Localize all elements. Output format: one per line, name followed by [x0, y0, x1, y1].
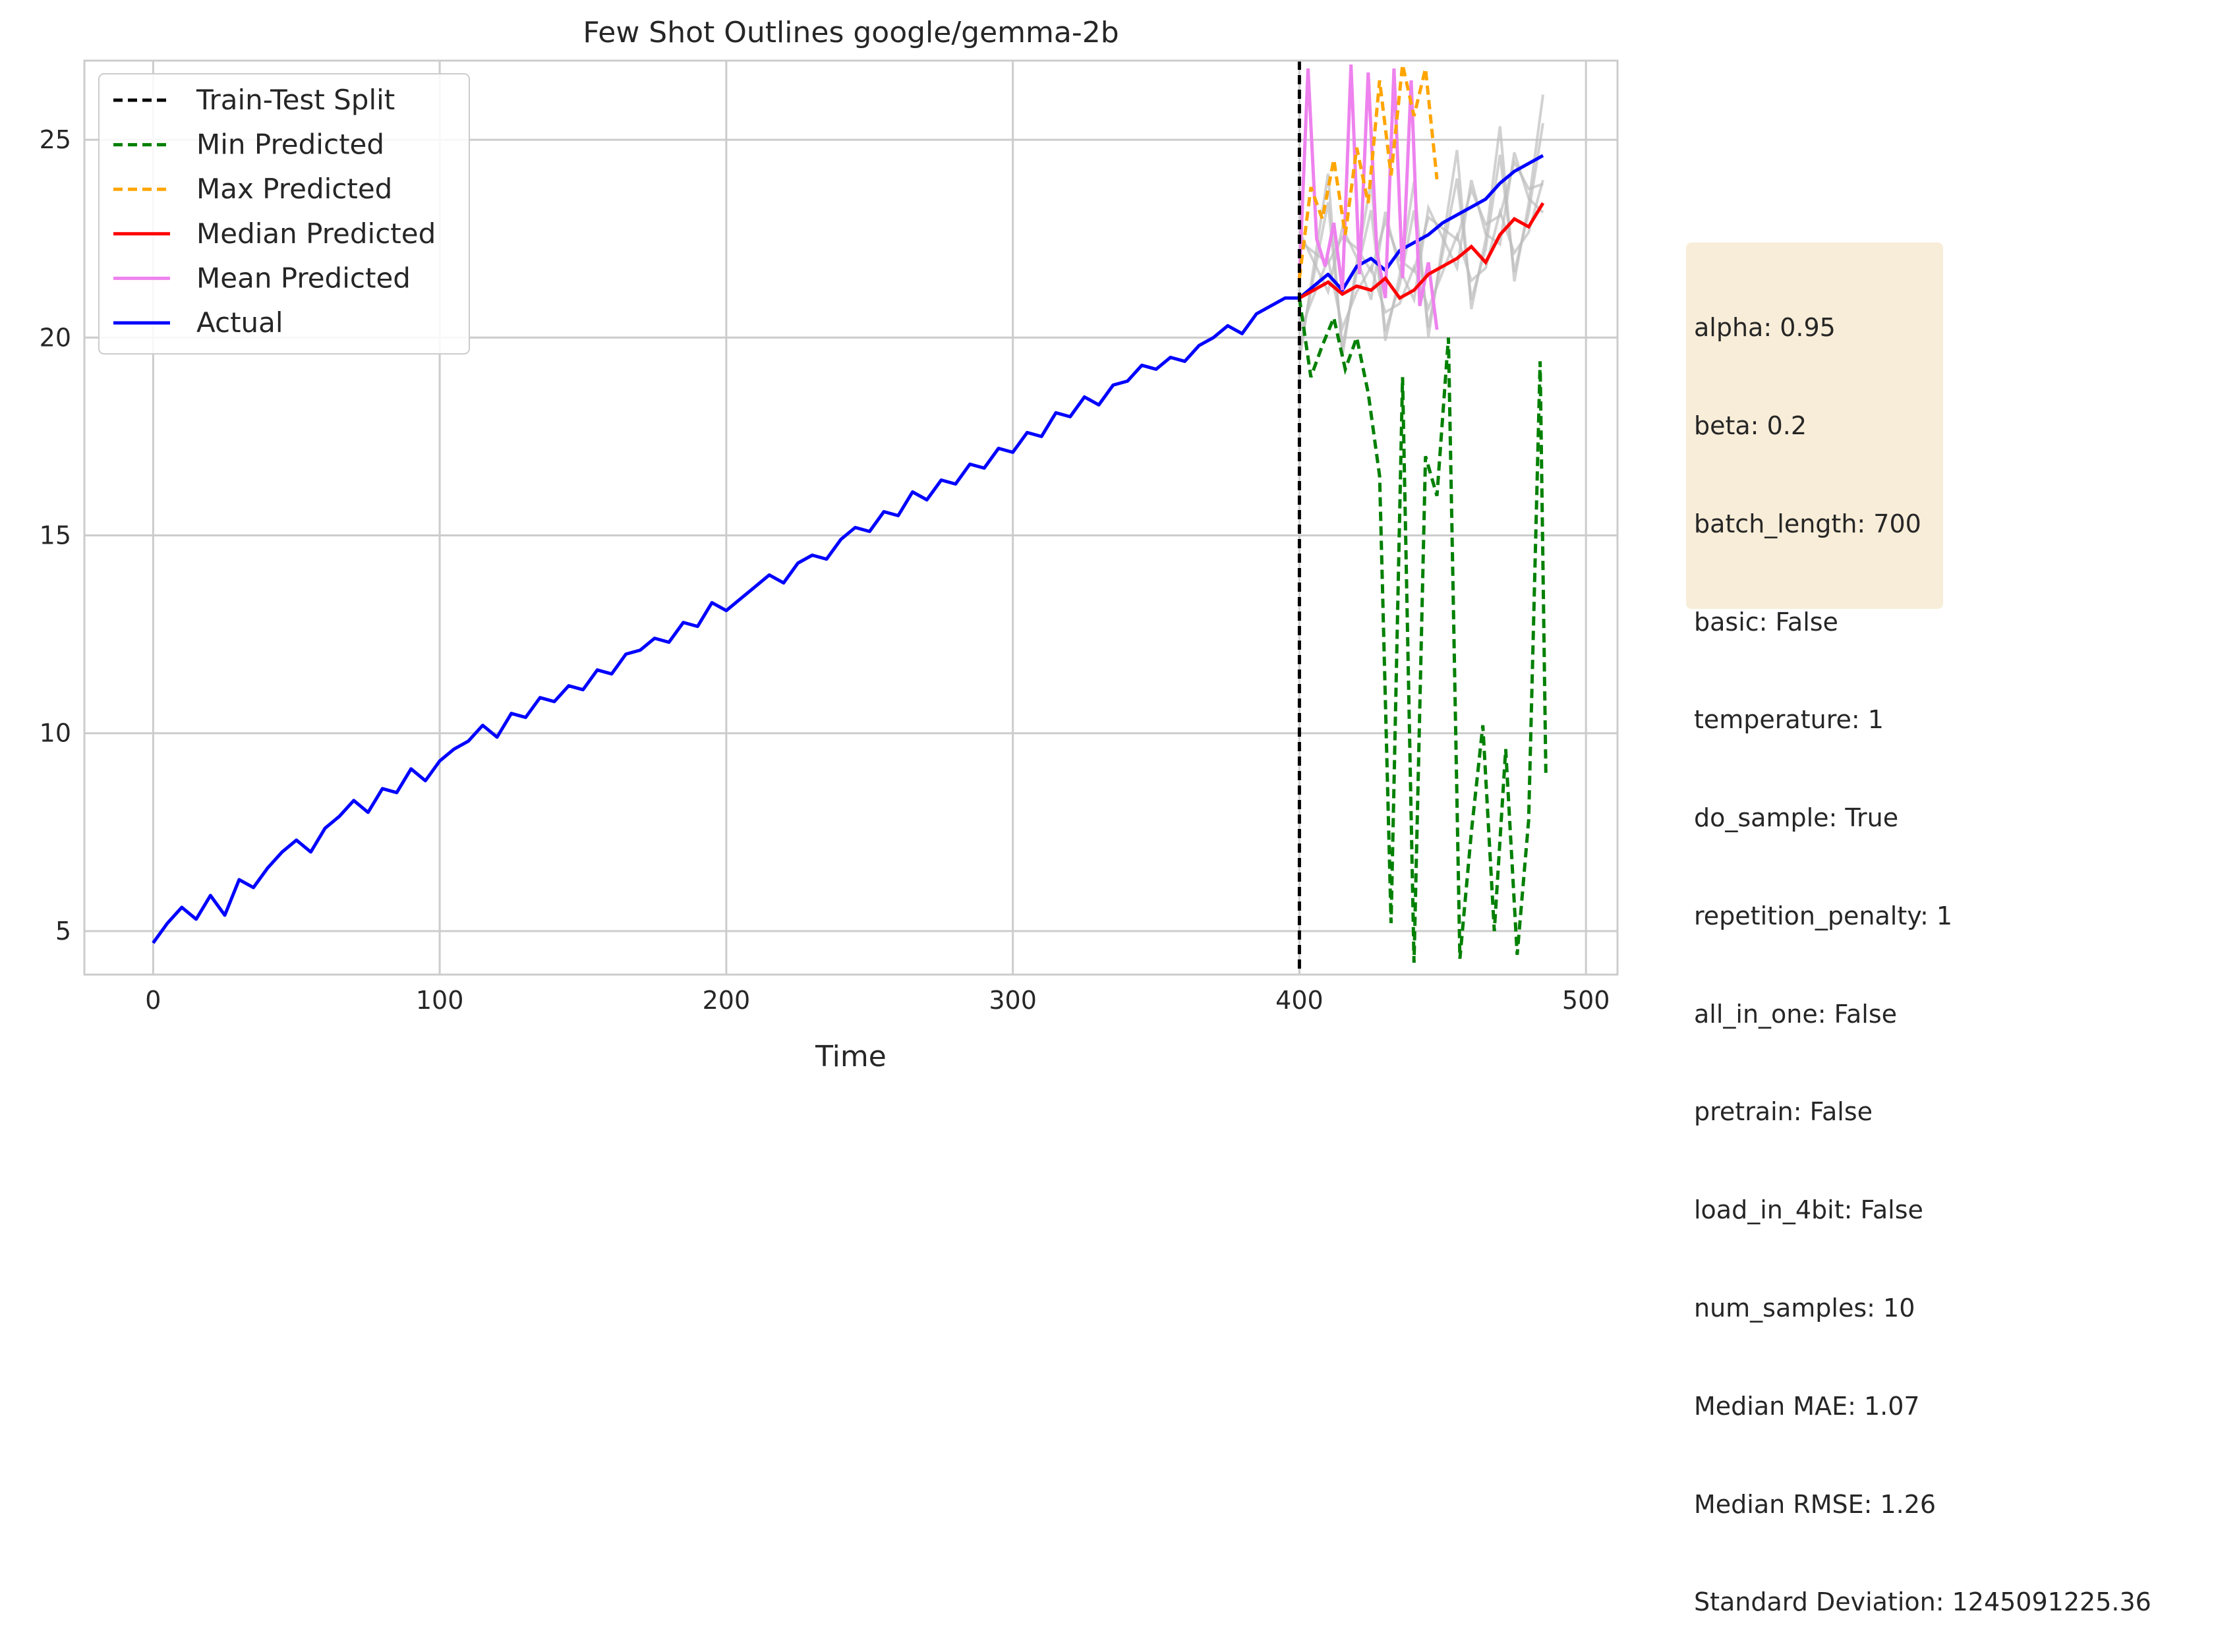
legend-label: Actual [196, 306, 283, 339]
legend: Train-Test Split Min Predicted Max Predict… [98, 73, 470, 355]
min-predicted-line [1297, 297, 1548, 963]
stat-median-mae: Median MAE: 1.07 [1694, 1391, 1920, 1421]
x-tick-label: 400 [1275, 986, 1324, 1015]
param-do-sample: do_sample: True [1694, 803, 1899, 833]
param-batch-length: batch_length: 700 [1694, 509, 1921, 538]
x-tick-label: 0 [145, 986, 161, 1015]
chart-title: Few Shot Outlines google/gemma-2b [583, 16, 1119, 49]
mean-predicted-line [1297, 64, 1439, 330]
legend-frame [98, 73, 470, 355]
legend-label: Mean Predicted [196, 262, 411, 294]
param-all-in-one: all_in_one: False [1694, 999, 1898, 1029]
x-tick-label: 300 [989, 986, 1037, 1015]
legend-label: Min Predicted [196, 128, 384, 161]
legend-item: Train-Test Split [113, 84, 395, 116]
legend-label: Median Predicted [196, 217, 436, 250]
y-tick-label: 25 [40, 125, 71, 154]
y-tick-labels: 5 10 15 20 25 [40, 125, 71, 946]
param-temperature: temperature: 1 [1694, 705, 1884, 735]
legend-label: Max Predicted [196, 173, 392, 205]
sample-line [1298, 94, 1544, 361]
stat-standard-deviation: Standard Deviation: 1245091225.36 [1694, 1587, 2151, 1617]
param-pretrain: pretrain: False [1694, 1097, 1873, 1127]
legend-label: Train-Test Split [196, 84, 395, 116]
y-tick-label: 15 [40, 521, 71, 550]
legend-item: Actual [113, 306, 283, 339]
plot-frame [83, 59, 1619, 976]
legend-item: Min Predicted [113, 128, 384, 161]
y-tick-label: 5 [55, 917, 71, 946]
x-axis-label: Time [815, 1040, 887, 1073]
sample-line [1298, 158, 1544, 275]
x-tick-label: 500 [1562, 986, 1610, 1015]
legend-item: Median Predicted [113, 217, 436, 250]
chart-canvas: 0 100 200 300 400 500 5 10 15 20 25 Few Shot Outl… [40, 16, 1619, 1073]
param-load-in-4bit: load_in_4bit: False [1694, 1195, 1923, 1225]
x-tick-labels: 0 100 200 300 400 500 [145, 986, 1610, 1015]
param-alpha: alpha: 0.95 [1694, 313, 1836, 343]
param-repetition-penalty: repetition_penalty: 1 [1694, 901, 1953, 930]
series-layer [152, 61, 1548, 975]
param-num-samples: num_samples: 10 [1694, 1294, 1915, 1323]
legend-item: Mean Predicted [113, 262, 411, 294]
parameters-box [1686, 242, 1943, 609]
legend-item: Max Predicted [113, 173, 392, 205]
x-tick-label: 100 [416, 986, 464, 1015]
y-tick-label: 20 [40, 323, 71, 352]
param-basic: basic: False [1694, 607, 1838, 637]
stat-median-rmse: Median RMSE: 1.26 [1694, 1489, 1937, 1519]
param-beta: beta: 0.2 [1694, 411, 1807, 440]
parameters-text: alpha: 0.95 beta: 0.2 batch_length: 700 … [1694, 246, 2151, 1652]
actual-line [152, 154, 1544, 944]
x-tick-label: 200 [703, 986, 751, 1015]
max-predicted-line [1297, 64, 1439, 279]
median-predicted-line [1298, 202, 1545, 300]
y-tick-label: 10 [40, 719, 71, 748]
